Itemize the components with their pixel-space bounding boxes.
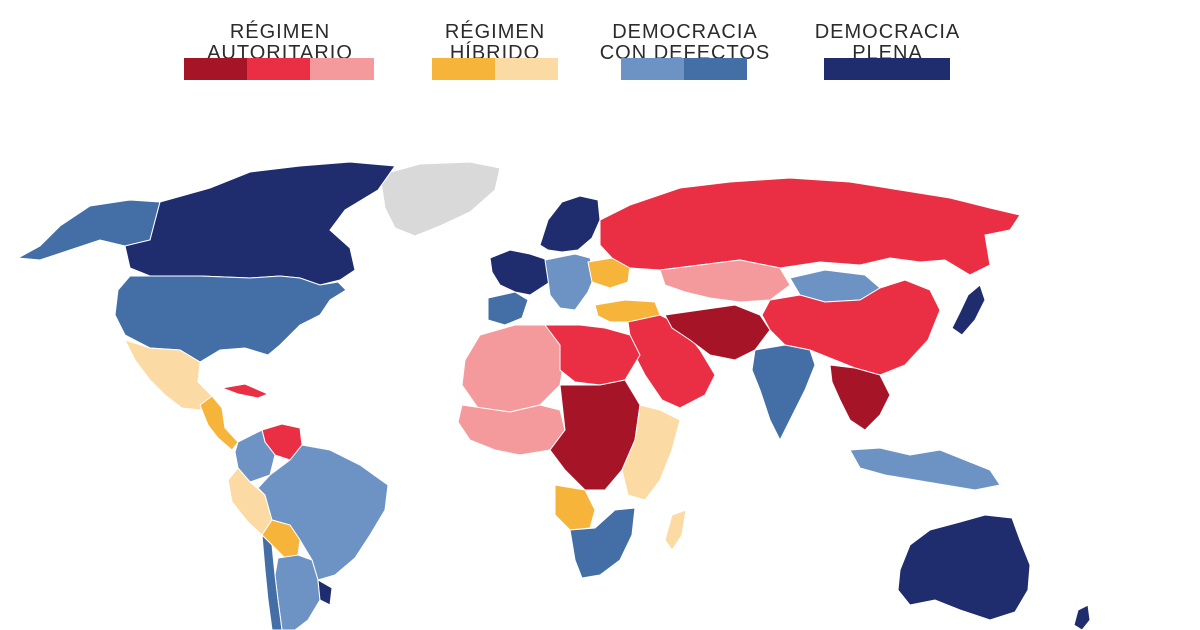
map-region-canada [124,161,396,286]
legend-swatch [310,58,374,80]
legend-swatches-authoritarian [184,58,374,80]
legend-label-hybrid-line1: RÉGIMEN [444,21,546,43]
map-region-angola [554,484,596,531]
world-map [0,150,1200,630]
legend-swatch [824,58,950,80]
legend-swatch [495,58,558,80]
map-region-india [751,344,816,442]
legend-swatch [684,58,747,80]
map-region-west-africa [457,404,566,456]
map-region-east-africa [621,404,681,501]
map-legend: RÉGIMEN AUTORITARIO RÉGIMEN HÍBRIDO DEMO… [0,0,1200,120]
map-region-china [761,279,941,376]
map-region-central-africa [549,379,641,491]
map-region-japan [951,284,986,336]
map-region-cuba [220,383,270,399]
map-region-chile [261,533,283,630]
map-region-australia [897,514,1031,621]
map-region-brazil [257,444,389,581]
legend-swatches-flawed-democracy [621,58,747,80]
map-region-north-africa [461,324,566,413]
map-region-usa [114,275,347,363]
legend-label-authoritarian-line1: RÉGIMEN [229,21,331,43]
legend-swatches-hybrid [432,58,558,80]
legend-swatch [621,58,684,80]
map-region-southern-africa [569,507,636,579]
map-region-central-europe [544,253,596,311]
map-region-madagascar [664,509,687,551]
map-region-southeast-asia [829,364,891,431]
legend-swatch [432,58,495,80]
map-region-new-zealand [1073,604,1091,630]
map-region-indonesia [849,447,1001,491]
legend-swatch [184,58,247,80]
map-region-scandinavia [539,195,601,253]
map-region-greenland [379,161,501,237]
map-region-uruguay [317,579,333,606]
legend-swatches-full-democracy [824,58,950,80]
map-region-russia [599,177,1021,276]
legend-label-full-democracy-line1: DEMOCRACIA [814,21,961,43]
map-region-argentina [274,554,321,630]
legend-label-flawed-democracy-line1: DEMOCRACIA [612,21,758,43]
map-region-iberia [487,291,529,326]
map-region-central-america [199,395,239,451]
world-map-svg [16,161,1091,630]
legend-swatch [247,58,310,80]
